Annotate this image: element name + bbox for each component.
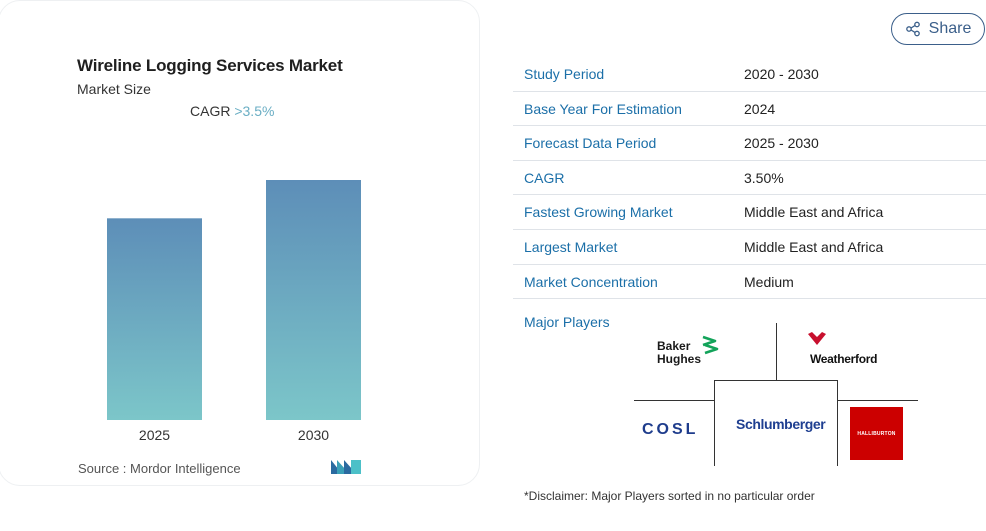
info-row: Fastest Growing Market Middle East and A… — [513, 195, 986, 230]
major-players-label[interactable]: Major Players — [524, 314, 610, 330]
info-row: Base Year For Estimation 2024 — [513, 92, 986, 127]
cosl-logo: COSL — [642, 421, 699, 438]
info-row: CAGR 3.50% — [513, 161, 986, 196]
mordor-logo-icon — [331, 460, 361, 474]
info-row: Study Period 2020 - 2030 — [513, 57, 986, 92]
grid-divider — [837, 380, 838, 466]
market-info-table: Study Period 2020 - 2030 Base Year For E… — [513, 57, 986, 300]
x-tick-label: 2025 — [139, 427, 170, 443]
weatherford-mark-icon — [808, 332, 826, 345]
grid-divider — [776, 323, 777, 380]
x-tick-label: 2030 — [298, 427, 329, 443]
info-row: Market Concentration Medium — [513, 265, 986, 300]
baker-logo-line1: Baker — [657, 339, 691, 353]
info-value: 2020 - 2030 — [744, 66, 819, 82]
info-value: Middle East and Africa — [744, 238, 884, 255]
info-row: Forecast Data Period 2025 - 2030 — [513, 126, 986, 161]
info-key[interactable]: CAGR — [524, 169, 565, 186]
cagr-readout: CAGR >3.5% — [190, 103, 274, 119]
grid-divider — [837, 400, 918, 401]
baker-hughes-mark-icon — [702, 335, 719, 355]
share-label: Share — [928, 20, 972, 37]
share-icon — [905, 21, 920, 37]
grid-divider — [714, 380, 838, 381]
schlumberger-logo: Schlumberger — [736, 416, 826, 432]
info-value: 2025 - 2030 — [744, 135, 819, 152]
info-row: Largest Market Middle East and Africa — [513, 230, 986, 265]
weatherford-logo-text: Weatherford — [810, 352, 878, 366]
grid-divider — [634, 400, 714, 401]
info-value: Medium — [744, 273, 794, 290]
baker-hughes-logo: Baker Hughes — [657, 335, 721, 369]
info-value: 2024 — [744, 100, 776, 117]
cagr-value: >3.5% — [234, 103, 275, 119]
info-key[interactable]: Forecast Data Period — [524, 135, 657, 152]
info-key[interactable]: Study Period — [524, 66, 605, 82]
disclaimer-text: *Disclaimer: Major Players sorted in no … — [524, 489, 815, 503]
baker-logo-line2: Hughes — [657, 352, 702, 366]
info-key[interactable]: Base Year For Estimation — [524, 100, 682, 117]
info-value: Middle East and Africa — [744, 204, 884, 221]
grid-divider — [714, 380, 715, 466]
info-value: 3.50% — [744, 169, 784, 186]
bar-2025 — [107, 218, 202, 420]
bar-2030 — [266, 180, 361, 420]
info-key[interactable]: Largest Market — [524, 238, 618, 255]
halliburton-logo: HALLIBURTON — [850, 407, 903, 460]
market-size-card — [0, 0, 480, 486]
market-size-chart: 2025 2030 — [107, 180, 361, 443]
weatherford-logo: Weatherford — [806, 332, 882, 366]
share-button[interactable]: Share — [891, 13, 985, 45]
source-text: Source : Mordor Intelligence — [78, 461, 241, 476]
info-key[interactable]: Market Concentration — [524, 273, 658, 290]
card-subtitle: Market Size — [77, 81, 151, 97]
major-players-grid: Baker Hughes Weatherford COSL Schlumberg… — [634, 323, 918, 466]
card-title: Wireline Logging Services Market — [77, 56, 343, 75]
cagr-label: CAGR — [190, 103, 231, 119]
info-key[interactable]: Fastest Growing Market — [524, 204, 673, 221]
